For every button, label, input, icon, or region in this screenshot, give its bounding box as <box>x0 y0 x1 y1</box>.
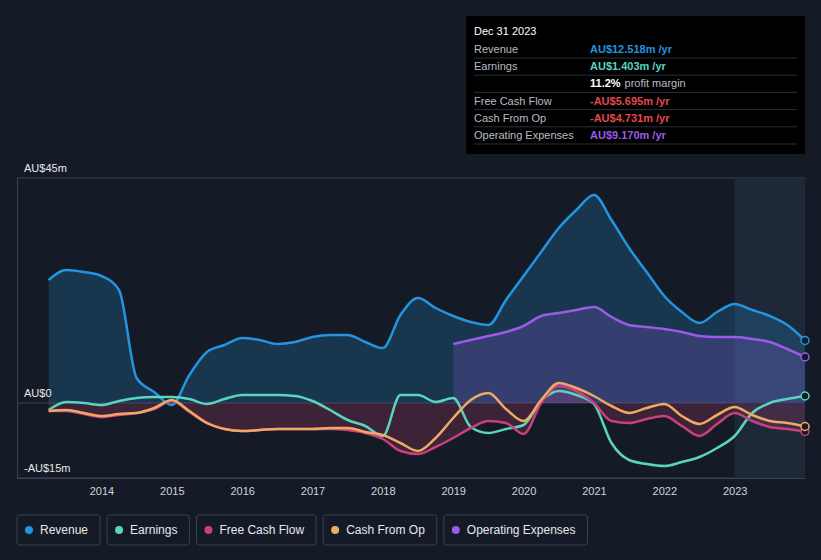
annotation-value: AU$12.518m /yr <box>590 43 673 55</box>
annotation-background <box>466 16 805 154</box>
annotation-separator <box>474 58 797 59</box>
legend-swatch <box>452 526 460 534</box>
y-tick: -AU$15m <box>17 462 70 479</box>
x-tick-label: 2021 <box>582 485 606 497</box>
x-tick: 2019 <box>441 478 465 497</box>
annotation-value-text: -AU$4.731m /yr <box>590 112 670 124</box>
legend-swatch <box>204 526 212 534</box>
legend-label[interactable]: Cash From Op <box>346 523 425 537</box>
legend: Revenue Earnings Free Cash Flow Cash From O… <box>17 515 588 545</box>
annotation-title: Dec 31 2023 <box>474 25 536 37</box>
y-tick: AU$45m <box>17 162 67 179</box>
end-point <box>801 392 809 400</box>
x-tick-label: 2014 <box>90 485 114 497</box>
y-axis: AU$45m AU$0 -AU$15m <box>17 162 70 479</box>
grid-line <box>17 178 805 179</box>
legend-label[interactable]: Operating Expenses <box>467 523 576 537</box>
annotation-value-text: AU$9.170m /yr <box>590 129 667 141</box>
legend-item[interactable]: Operating Expenses <box>444 515 588 545</box>
annotation-value: -AU$4.731m /yr <box>590 112 670 124</box>
annotation-note: profit margin <box>625 77 686 89</box>
annotation-value: 11.2% profit margin <box>590 77 686 89</box>
annotation-separator <box>474 144 797 145</box>
legend-swatch <box>331 526 339 534</box>
background <box>0 0 821 560</box>
x-tick: 2023 <box>723 478 747 497</box>
x-tick: 2022 <box>653 478 677 497</box>
end-point <box>801 337 809 345</box>
x-axis-line <box>18 478 806 479</box>
y-axis-line <box>17 179 18 479</box>
legend-button[interactable] <box>444 515 588 545</box>
annotation-value: -AU$5.695m /yr <box>590 95 670 107</box>
series-line <box>49 195 805 405</box>
legend-swatch <box>25 526 33 534</box>
series-line <box>453 307 805 357</box>
end-point <box>801 423 809 431</box>
annotation-label: Free Cash Flow <box>474 95 552 107</box>
plot-area <box>49 178 805 478</box>
series-line <box>49 383 805 451</box>
series-area <box>453 307 805 403</box>
annotation-value-text: -AU$5.695m /yr <box>590 95 670 107</box>
chart-svg: AU$45mAU$0-AU$15m20142015201620172018201… <box>0 0 821 560</box>
annotation-value-text: AU$12.518m /yr <box>590 43 673 55</box>
annotation-label: Revenue <box>474 43 518 55</box>
annotation-box: Dec 31 2023 Revenue AU$12.518m /yr Earnings… <box>466 16 805 154</box>
annotation-label: Earnings <box>474 60 518 72</box>
y-tick-label: -AU$15m <box>24 462 70 474</box>
legend-item[interactable]: Free Cash Flow <box>196 515 316 545</box>
grid-line <box>17 478 805 479</box>
legend-label[interactable]: Free Cash Flow <box>219 523 304 537</box>
series-line <box>49 391 805 466</box>
x-tick-label: 2016 <box>230 485 254 497</box>
series-area <box>49 195 805 405</box>
end-point <box>801 353 809 361</box>
x-tick-label: 2019 <box>441 485 465 497</box>
annotation-separator <box>474 75 797 76</box>
x-tick: 2017 <box>301 478 325 497</box>
x-tick: 2016 <box>230 478 254 497</box>
x-tick: 2015 <box>160 478 184 497</box>
annotation-value-text: AU$1.403m /yr <box>590 60 667 72</box>
x-tick-label: 2018 <box>371 485 395 497</box>
annotation-value-text: 11.2% <box>590 77 621 89</box>
y-tick: AU$0 <box>17 387 52 404</box>
x-tick-label: 2017 <box>301 485 325 497</box>
y-tick-label: AU$0 <box>24 387 52 399</box>
legend-swatch <box>115 526 123 534</box>
legend-button[interactable] <box>107 515 189 545</box>
legend-item[interactable]: Revenue <box>17 515 100 545</box>
legend-button[interactable] <box>323 515 437 545</box>
legend-label[interactable]: Earnings <box>130 523 177 537</box>
x-tick-label: 2020 <box>512 485 536 497</box>
x-tick: 2018 <box>371 478 395 497</box>
legend-button[interactable] <box>196 515 316 545</box>
chart-container: AU$45mAU$0-AU$15m20142015201620172018201… <box>0 0 821 560</box>
annotation-label: Cash From Op <box>474 112 546 124</box>
x-tick: 2021 <box>582 478 606 497</box>
x-tick-label: 2023 <box>723 485 747 497</box>
y-tick-label: AU$45m <box>24 162 67 174</box>
x-tick-label: 2015 <box>160 485 184 497</box>
annotation-value: AU$9.170m /yr <box>590 129 667 141</box>
annotation-label: Operating Expenses <box>474 129 574 141</box>
legend-button[interactable] <box>17 515 100 545</box>
grid <box>17 178 805 478</box>
x-axis: 2014 2015 2016 2017 2018 2019 2020 2021 2022 2023 <box>18 478 806 497</box>
annotation-value: AU$1.403m /yr <box>590 60 667 72</box>
series-line <box>49 386 805 454</box>
legend-label[interactable]: Revenue <box>40 523 88 537</box>
annotation-separator <box>474 109 797 110</box>
x-tick: 2014 <box>90 478 114 497</box>
legend-item[interactable]: Cash From Op <box>323 515 437 545</box>
x-tick: 2020 <box>512 478 536 497</box>
legend-item[interactable]: Earnings <box>107 515 189 545</box>
x-tick-label: 2022 <box>653 485 677 497</box>
annotation-separator <box>474 126 797 127</box>
annotation-separator <box>474 92 797 93</box>
